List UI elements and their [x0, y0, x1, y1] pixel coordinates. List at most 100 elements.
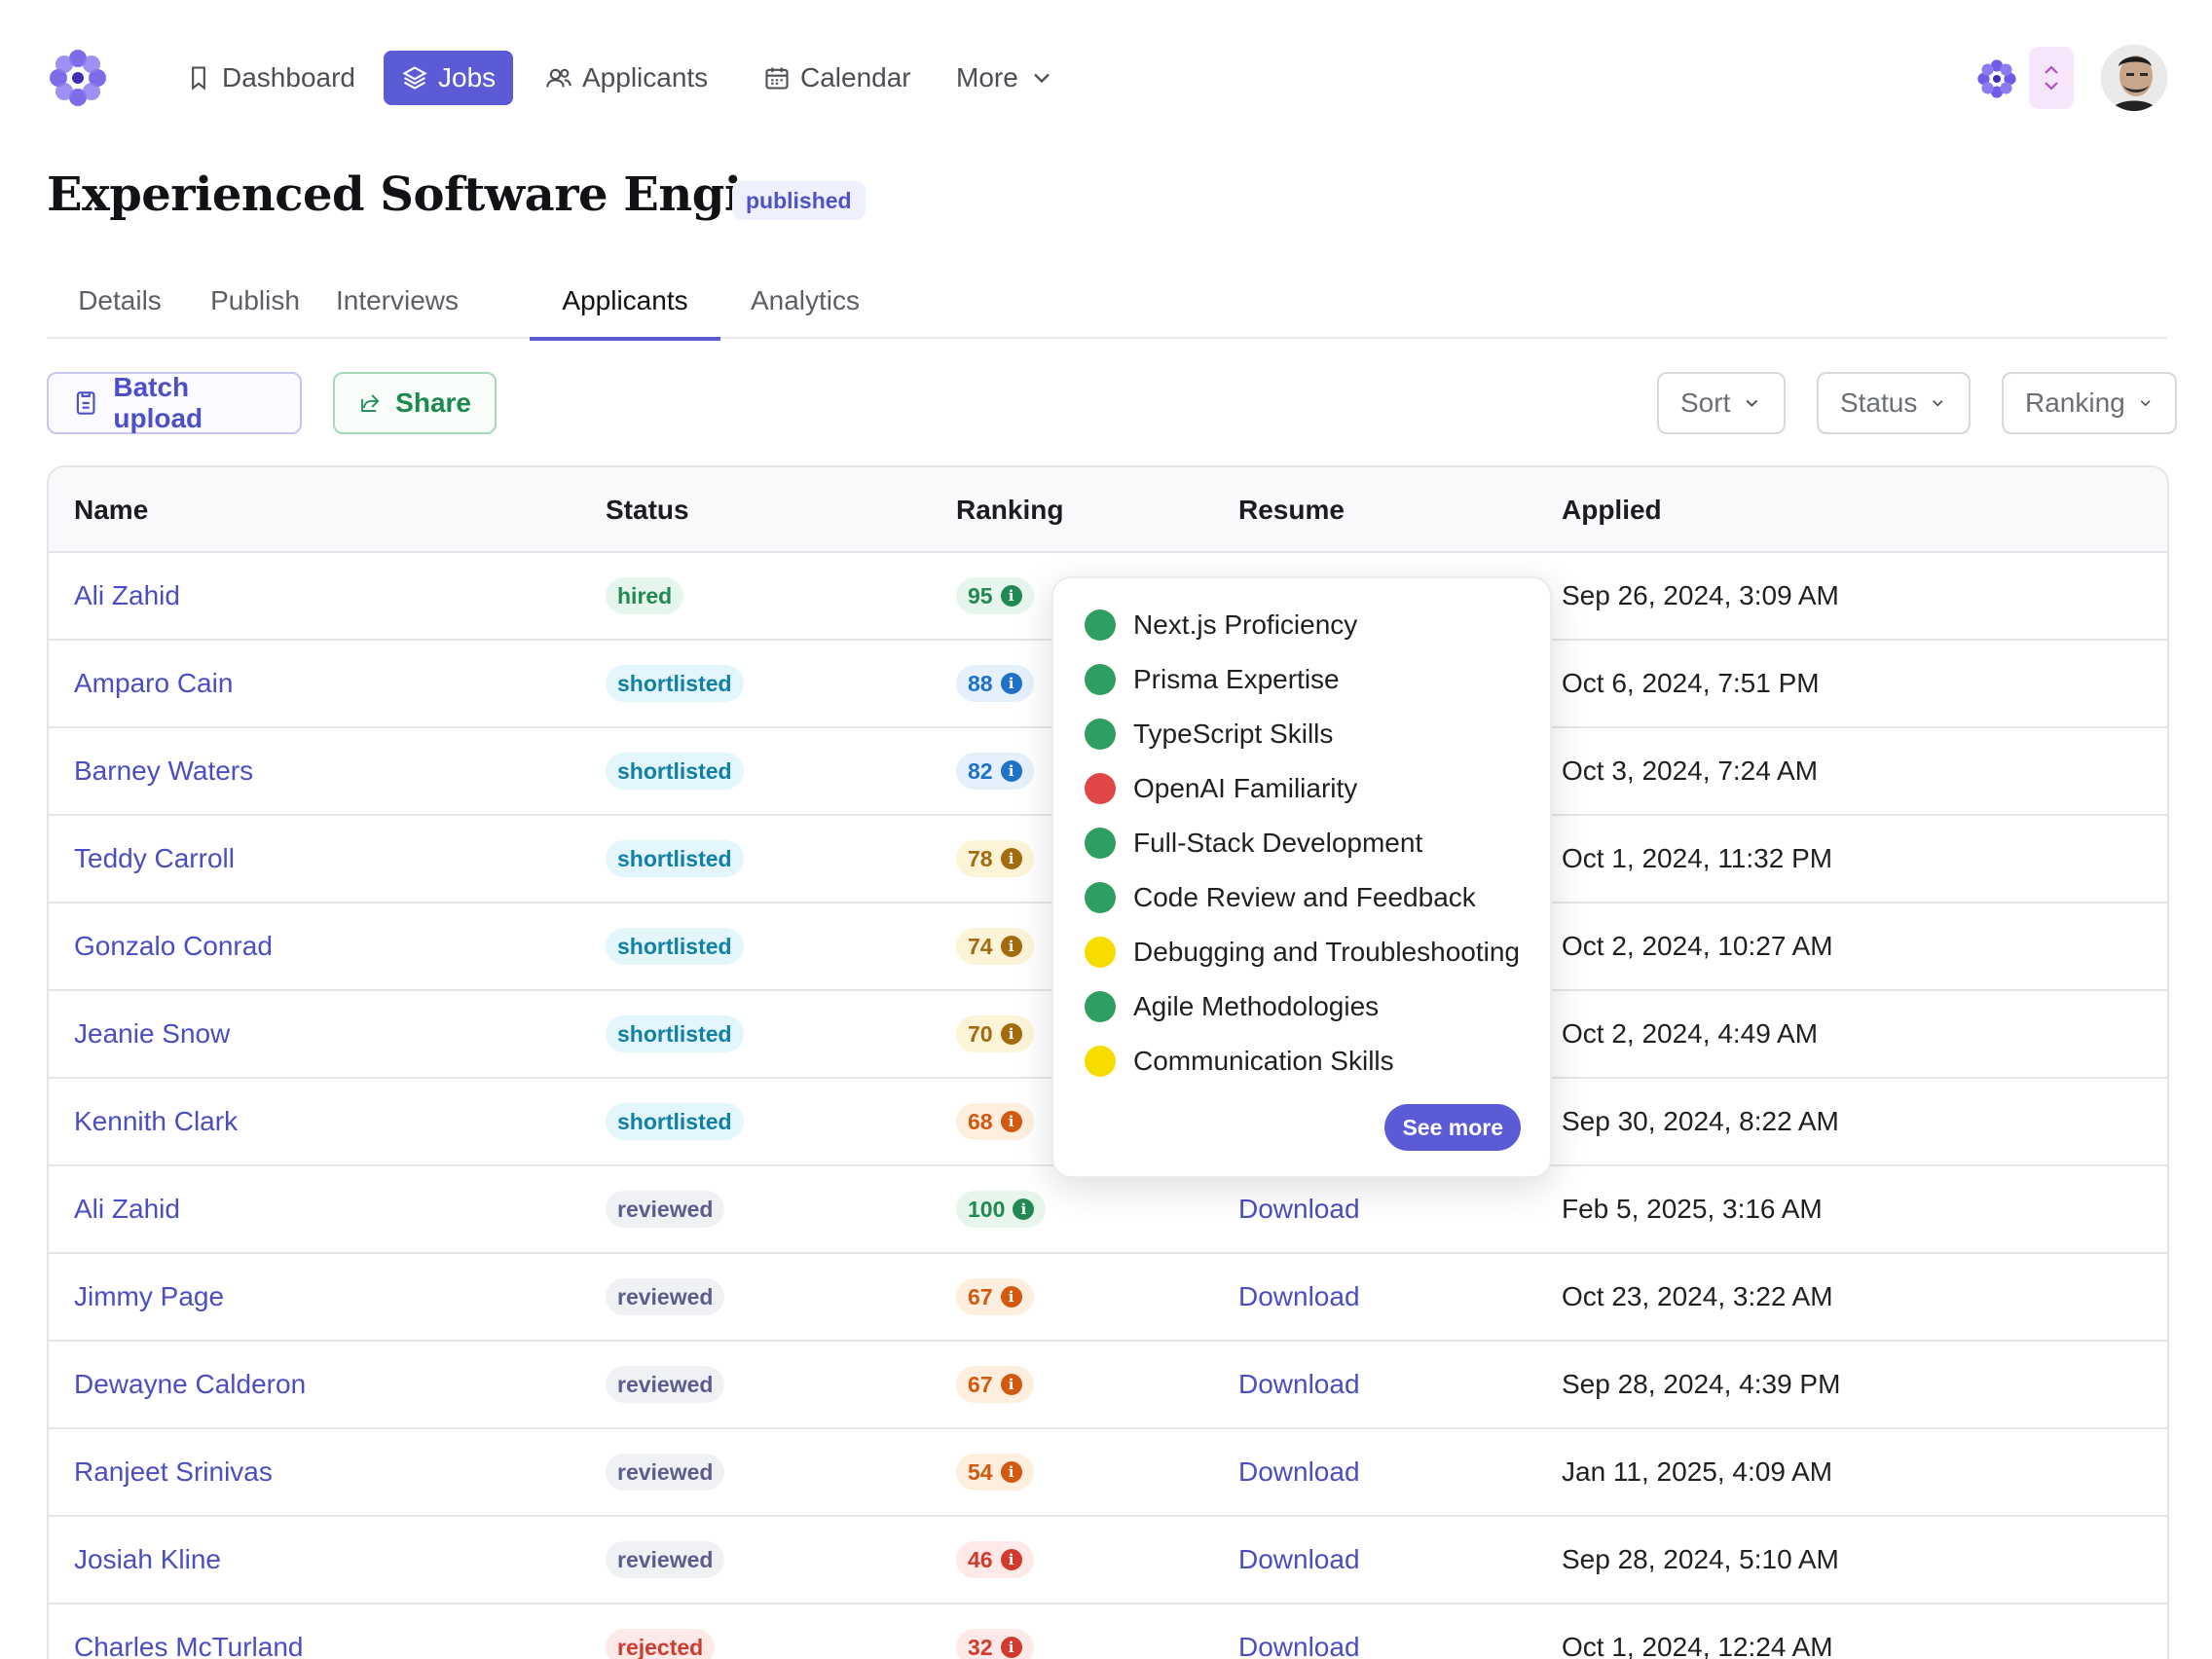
- applied-date: Oct 23, 2024, 3:22 AM: [1562, 1281, 1833, 1311]
- ranking-badge[interactable]: 32 i: [956, 1629, 1034, 1659]
- column-header-applied[interactable]: Applied: [1562, 495, 1662, 525]
- column-header-status[interactable]: Status: [606, 495, 689, 525]
- table-row[interactable]: Dewayne Calderon reviewed 67 i Download Sep 2…: [49, 1342, 2167, 1429]
- nav-jobs[interactable]: Jobs: [384, 51, 514, 105]
- ranking-badge[interactable]: 95 i: [956, 577, 1034, 614]
- user-avatar[interactable]: [2101, 45, 2167, 111]
- tab-interviews[interactable]: Interviews: [335, 285, 460, 315]
- info-icon[interactable]: i: [1000, 673, 1022, 694]
- resume-download-link[interactable]: Download: [1238, 1456, 1360, 1487]
- info-icon[interactable]: i: [1000, 1111, 1022, 1132]
- ranking-breakdown-popover: Next.js Proficiency Prisma Expertise TypeS…: [1051, 576, 1552, 1178]
- nav-calendar[interactable]: Calendar: [746, 51, 929, 105]
- status-badge: reviewed: [606, 1278, 725, 1315]
- batch-upload-button[interactable]: Batch upload: [47, 372, 302, 434]
- info-icon[interactable]: i: [1000, 1286, 1022, 1308]
- applicant-name-link[interactable]: Dewayne Calderon: [74, 1369, 307, 1399]
- skill-item: TypeScript Skills: [1085, 715, 1333, 754]
- workspace-logo-icon: [1977, 59, 2016, 98]
- skill-status-dot-icon: [1085, 828, 1116, 859]
- info-icon[interactable]: i: [1000, 848, 1022, 869]
- nav-applicants[interactable]: Applicants: [528, 51, 725, 105]
- applicant-name-link[interactable]: Amparo Cain: [74, 668, 234, 698]
- table-row[interactable]: Ranjeet Srinivas reviewed 54 i Download Jan 1…: [49, 1429, 2167, 1517]
- ranking-dropdown[interactable]: Ranking: [2002, 372, 2177, 434]
- status-badge: shortlisted: [606, 840, 744, 877]
- tab-publish[interactable]: Publish: [210, 285, 300, 315]
- tab-applicants[interactable]: Applicants: [530, 263, 720, 341]
- info-icon[interactable]: i: [1000, 1637, 1022, 1658]
- applicant-name-link[interactable]: Gonzalo Conrad: [74, 931, 273, 961]
- column-header-resume[interactable]: Resume: [1238, 495, 1345, 525]
- info-icon[interactable]: i: [1000, 936, 1022, 957]
- skill-label: OpenAI Familiarity: [1133, 773, 1358, 803]
- status-dropdown[interactable]: Status: [1817, 372, 1971, 434]
- sort-dropdown[interactable]: Sort: [1657, 372, 1786, 434]
- resume-download-link[interactable]: Download: [1238, 1369, 1360, 1399]
- info-icon[interactable]: i: [1000, 585, 1022, 607]
- ranking-badge[interactable]: 82 i: [956, 753, 1034, 790]
- applicant-name-link[interactable]: Charles McTurland: [74, 1632, 304, 1659]
- ranking-score: 67: [968, 1371, 993, 1397]
- document-upload-icon: [76, 391, 95, 415]
- ranking-badge[interactable]: 54 i: [956, 1454, 1034, 1491]
- table-row[interactable]: Amparo Cain shortlisted 88 i Oct 6, 2024, 7:…: [49, 641, 2167, 728]
- applicant-name-link[interactable]: Teddy Carroll: [74, 843, 235, 873]
- applicant-name-link[interactable]: Barney Waters: [74, 756, 254, 786]
- applicant-name-link[interactable]: Ranjeet Srinivas: [74, 1456, 273, 1487]
- ranking-badge[interactable]: 68 i: [956, 1103, 1034, 1140]
- table-row[interactable]: Josiah Kline reviewed 46 i Download Sep 28, 2…: [49, 1517, 2167, 1604]
- app-logo-icon[interactable]: [45, 45, 111, 111]
- info-icon[interactable]: i: [1013, 1198, 1035, 1220]
- ranking-badge[interactable]: 46 i: [956, 1541, 1034, 1578]
- ranking-badge[interactable]: 100 i: [956, 1191, 1047, 1228]
- ranking-badge[interactable]: 74 i: [956, 928, 1034, 965]
- table-row[interactable]: Jimmy Page reviewed 67 i Download Oct 23, 202…: [49, 1254, 2167, 1342]
- ranking-cell: 67 i: [956, 1254, 1034, 1340]
- resume-download-link[interactable]: Download: [1238, 1194, 1360, 1224]
- ranking-badge[interactable]: 78 i: [956, 840, 1034, 877]
- skill-label: Agile Methodologies: [1133, 991, 1380, 1021]
- skill-status-dot-icon: [1085, 773, 1116, 804]
- skill-label: Next.js Proficiency: [1133, 609, 1358, 640]
- applicant-name-link[interactable]: Jeanie Snow: [74, 1018, 231, 1049]
- ranking-badge[interactable]: 88 i: [956, 665, 1034, 702]
- applicant-name-link[interactable]: Kennith Clark: [74, 1106, 239, 1136]
- ranking-badge[interactable]: 70 i: [956, 1015, 1034, 1052]
- table-row[interactable]: Charles McTurland rejected 32 i Download Oct …: [49, 1604, 2167, 1659]
- skill-item: Code Review and Feedback: [1085, 878, 1476, 917]
- share-button[interactable]: Share: [333, 372, 497, 434]
- info-icon[interactable]: i: [1000, 1374, 1022, 1395]
- status-cell: shortlisted: [606, 903, 744, 989]
- ranking-badge[interactable]: 67 i: [956, 1278, 1034, 1315]
- applicant-name-link[interactable]: Jimmy Page: [74, 1281, 225, 1311]
- ranking-score: 46: [968, 1546, 993, 1572]
- applicant-name-link[interactable]: Josiah Kline: [74, 1544, 221, 1574]
- see-more-button[interactable]: See more: [1384, 1104, 1521, 1151]
- ranking-cell: 32 i: [956, 1604, 1034, 1659]
- ranking-badge[interactable]: 67 i: [956, 1366, 1034, 1403]
- nav-calendar-label: Calendar: [800, 62, 911, 92]
- table-row[interactable]: Ali Zahid reviewed 100 i Download Feb 5, 2025…: [49, 1166, 2167, 1254]
- resume-download-link[interactable]: Download: [1238, 1281, 1360, 1311]
- column-header-name[interactable]: Name: [74, 495, 149, 525]
- tab-analytics[interactable]: Analytics: [750, 285, 861, 315]
- tab-details[interactable]: Details: [78, 285, 162, 315]
- ranking-cell: 67 i: [956, 1342, 1034, 1427]
- workspace-switcher[interactable]: [1967, 47, 2074, 109]
- nav-more[interactable]: More: [939, 51, 1073, 105]
- info-icon[interactable]: i: [1000, 1549, 1022, 1570]
- nav-dashboard[interactable]: Dashboard: [167, 51, 373, 105]
- status-cell: reviewed: [606, 1517, 725, 1603]
- status-badge: reviewed: [606, 1366, 725, 1403]
- info-icon[interactable]: i: [1000, 1023, 1022, 1045]
- skill-label: Full-Stack Development: [1133, 828, 1423, 858]
- column-header-ranking[interactable]: Ranking: [956, 495, 1064, 525]
- resume-download-link[interactable]: Download: [1238, 1544, 1360, 1574]
- info-icon[interactable]: i: [1000, 760, 1022, 782]
- resume-download-link[interactable]: Download: [1238, 1632, 1360, 1659]
- skill-status-dot-icon: [1085, 609, 1116, 641]
- info-icon[interactable]: i: [1000, 1461, 1022, 1483]
- applicant-name-link[interactable]: Ali Zahid: [74, 580, 180, 610]
- applicant-name-link[interactable]: Ali Zahid: [74, 1194, 180, 1224]
